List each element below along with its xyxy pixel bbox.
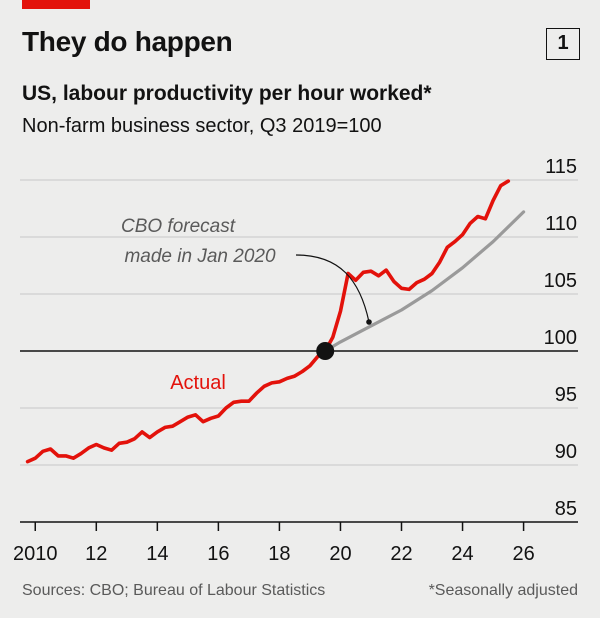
series-line-actual bbox=[25, 179, 511, 464]
forecast-label-line2: made in Jan 2020 bbox=[124, 246, 275, 267]
x-tick-label-2022: 22 bbox=[390, 543, 412, 565]
y-tick-label-110: 110 bbox=[545, 213, 577, 235]
reference-point-marker bbox=[316, 342, 335, 360]
y-axis-tick-labels: 85 90 95 100 105 110 115 bbox=[544, 156, 577, 520]
sources-note: Sources: CBO; Bureau of Labour Statistic… bbox=[22, 582, 326, 599]
seasonal-adjustment-note: *Seasonally adjusted bbox=[428, 582, 578, 599]
series-line-cbo-forecast bbox=[323, 210, 526, 353]
chart-unit-label: Non-farm business sector, Q3 2019=100 bbox=[22, 115, 382, 137]
y-tick-label-115: 115 bbox=[545, 156, 577, 178]
x-tick-label-2026: 26 bbox=[512, 543, 534, 565]
x-tick-label-2024: 24 bbox=[451, 543, 473, 565]
x-tick-label-2018: 18 bbox=[268, 543, 290, 565]
forecast-leader-line bbox=[295, 254, 370, 323]
chart-subtitle: US, labour productivity per hour worked* bbox=[22, 82, 432, 105]
x-axis: 2010 12 14 16 18 20 22 24 26 bbox=[13, 521, 578, 565]
y-tick-label-100: 100 bbox=[544, 327, 577, 349]
chart-gridlines bbox=[20, 179, 578, 466]
x-tick-label-2020: 20 bbox=[329, 543, 351, 565]
actual-series-label: Actual bbox=[170, 372, 226, 394]
x-tick-label-2016: 16 bbox=[207, 543, 229, 565]
y-tick-label-105: 105 bbox=[544, 270, 577, 292]
x-tick-label-2014: 14 bbox=[146, 543, 168, 565]
chart-title: They do happen bbox=[22, 26, 233, 57]
y-tick-label-95: 95 bbox=[555, 384, 577, 406]
forecast-label-line1: CBO forecast bbox=[121, 216, 236, 237]
x-tick-label-2012: 12 bbox=[85, 543, 107, 565]
chart-number-badge: 1 bbox=[546, 28, 580, 60]
brand-red-tab bbox=[22, 0, 90, 9]
y-tick-label-85: 85 bbox=[555, 498, 577, 520]
series-lines bbox=[25, 179, 526, 464]
y-tick-label-90: 90 bbox=[555, 441, 577, 463]
x-tick-label-2010: 2010 bbox=[13, 543, 58, 565]
chart-annotations: Actual CBO forecast made in Jan 2020 bbox=[121, 216, 372, 394]
forecast-leader-dot bbox=[366, 319, 372, 325]
